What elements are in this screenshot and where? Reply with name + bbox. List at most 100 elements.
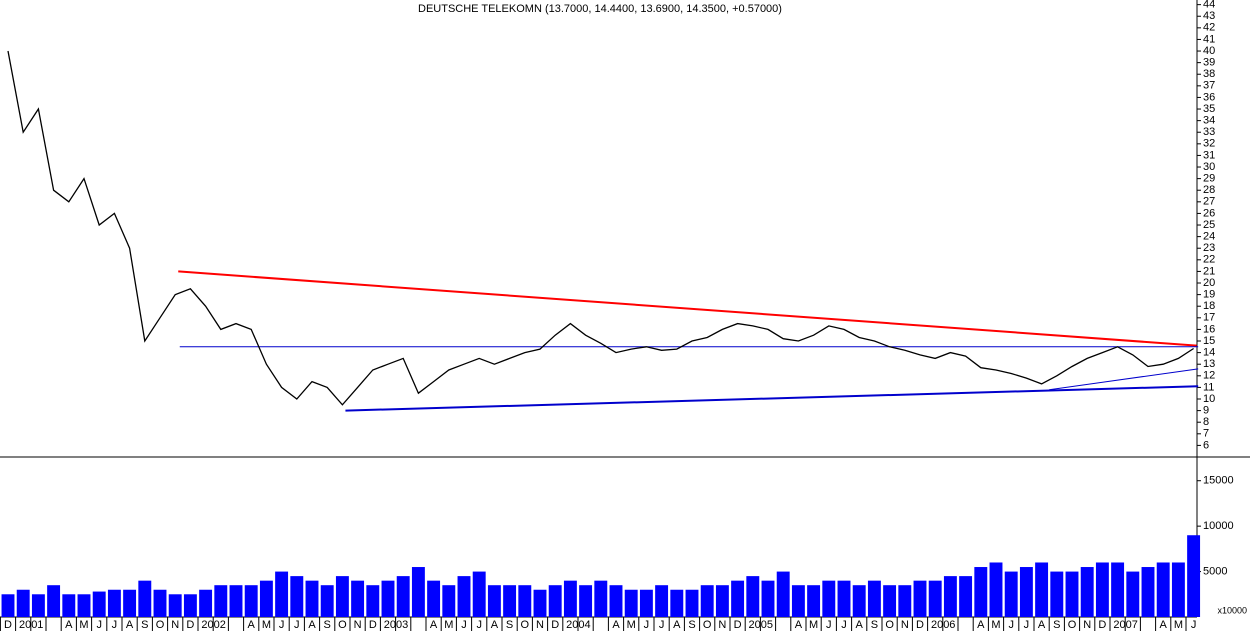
x-tick-label: A: [856, 619, 864, 631]
y-tick-label: 6: [1203, 439, 1209, 451]
volume-bar: [594, 580, 608, 617]
x-tick-label: S: [141, 619, 148, 631]
volume-bar: [898, 585, 912, 617]
x-tick-label: J: [294, 619, 300, 631]
volume-bar: [366, 585, 380, 617]
x-tick-label: A: [430, 619, 438, 631]
y-tick-label: 39: [1203, 57, 1215, 69]
volume-bar: [503, 585, 517, 617]
y-tick-label: 38: [1203, 68, 1215, 80]
volume-bar: [959, 576, 973, 617]
y-tick-label: 12: [1203, 370, 1215, 382]
volume-bar: [548, 585, 562, 617]
x-tick-label: N: [1083, 619, 1091, 631]
volume-bar: [47, 585, 61, 617]
volume-bar: [62, 594, 76, 617]
y-tick-label: 25: [1203, 219, 1215, 231]
volume-bar: [989, 562, 1003, 617]
y-tick-label: 9: [1203, 405, 1209, 417]
volume-bar: [442, 585, 456, 617]
trendline: [345, 385, 1199, 412]
y-tick-label: 35: [1203, 103, 1215, 115]
volume-bar: [700, 585, 714, 617]
volume-bar: [138, 580, 152, 617]
y-tick-label: 21: [1203, 265, 1215, 277]
x-tick-label: M: [991, 619, 1000, 631]
volume-bar: [731, 580, 745, 617]
x-tick-label: O: [156, 619, 165, 631]
volume-bar: [761, 580, 775, 617]
x-tick-label: D: [734, 619, 742, 631]
volume-bar: [943, 576, 957, 617]
volume-bar: [123, 589, 137, 617]
x-tick-label: A: [126, 619, 134, 631]
x-tick-label: A: [65, 619, 73, 631]
x-tick-label: O: [338, 619, 347, 631]
y-tick-label: 13: [1203, 358, 1215, 370]
y-tick-label: 43: [1203, 10, 1215, 22]
trendline: [178, 270, 1197, 347]
y-tick-label: 36: [1203, 91, 1215, 103]
volume-bar: [1050, 571, 1064, 617]
x-tick-label: M: [1174, 619, 1183, 631]
volume-bar: [791, 585, 805, 617]
x-tick-label: M: [262, 619, 271, 631]
x-tick-label: O: [885, 619, 894, 631]
volume-bar: [807, 585, 821, 617]
volume-bar: [351, 580, 365, 617]
volume-bar: [275, 571, 289, 617]
y-tick-label: 34: [1203, 115, 1215, 127]
x-tick-label: N: [901, 619, 909, 631]
x-tick-label: A: [612, 619, 620, 631]
y-tick-label: 10: [1203, 393, 1215, 405]
y-tick-label: 20: [1203, 277, 1215, 289]
x-tick-label: S: [871, 619, 878, 631]
x-tick-label: N: [536, 619, 544, 631]
price-line: [7, 50, 1194, 406]
x-tick-label: S: [1053, 619, 1060, 631]
volume-bar: [427, 580, 441, 617]
x-tick-label: M: [79, 619, 88, 631]
volume-bar: [411, 567, 425, 617]
x-tick-label: S: [324, 619, 331, 631]
volume-bar: [913, 580, 927, 617]
x-tick-label: J: [1191, 619, 1197, 631]
x-tick-label: J: [476, 619, 482, 631]
volume-bar: [1187, 535, 1201, 617]
volume-bar: [396, 576, 410, 617]
x-tick-label: J: [1024, 619, 1030, 631]
x-tick-label: D: [369, 619, 377, 631]
x-tick-label: N: [354, 619, 362, 631]
volume-bar: [867, 580, 881, 617]
volume-bar: [1141, 567, 1155, 617]
chart-title: DEUTSCHE TELEKOMN (13.7000, 14.4400, 13.…: [418, 3, 782, 15]
x-tick-label: J: [841, 619, 847, 631]
volume-bar: [107, 589, 121, 617]
y-tick-label: 30: [1203, 161, 1215, 173]
volume-bar: [1095, 562, 1109, 617]
volume-bar: [320, 585, 334, 617]
x-tick-label: J: [1008, 619, 1014, 631]
y-tick-label: 42: [1203, 22, 1215, 34]
volume-bar: [1171, 562, 1185, 617]
volume-bar: [92, 591, 106, 617]
volume-bar: [31, 594, 45, 617]
volume-bar: [1035, 562, 1049, 617]
volume-bar: [670, 589, 684, 617]
y-tick-label: 15000: [1203, 475, 1234, 487]
volume-bar: [335, 576, 349, 617]
x-tick-label: J: [96, 619, 102, 631]
volume-bar: [715, 585, 729, 617]
volume-bar: [1019, 567, 1033, 617]
volume-bar: [533, 589, 547, 617]
volume-bar: [199, 589, 213, 617]
volume-bar: [928, 580, 942, 617]
x-tick-label: O: [1068, 619, 1077, 631]
y-tick-label: 15: [1203, 335, 1215, 347]
volume-bar: [852, 585, 866, 617]
y-tick-label: 16: [1203, 323, 1215, 335]
y-tick-label: 23: [1203, 242, 1215, 254]
volume-bar: [381, 580, 395, 617]
volume-bar: [153, 589, 167, 617]
